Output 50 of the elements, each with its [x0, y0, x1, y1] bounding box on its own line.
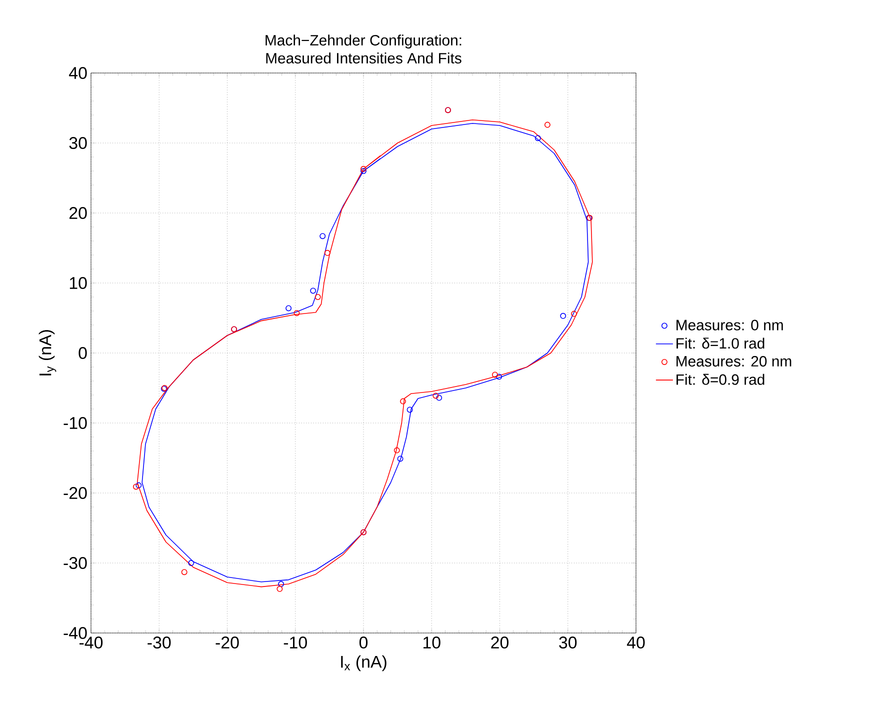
point	[278, 581, 284, 587]
y-tick-label: -40	[64, 627, 87, 640]
legend-label: Fit: δ=1.0 rad	[676, 338, 764, 349]
point	[496, 374, 502, 380]
point	[544, 122, 550, 128]
x-tick-label: 10	[423, 636, 440, 649]
x-tick-label: -40	[80, 636, 103, 649]
point	[394, 447, 400, 454]
x-tick-label: 30	[559, 636, 577, 649]
y-tick-label: -20	[64, 487, 87, 500]
y-tick-label: -10	[64, 417, 87, 430]
point	[406, 406, 413, 413]
point	[571, 310, 577, 317]
x-tick-label: 40	[626, 636, 645, 649]
point	[188, 560, 194, 566]
x-tick-label: -30	[148, 636, 171, 649]
legend-label: Measures: 0 nm	[676, 320, 783, 330]
y-tick-label: -30	[64, 557, 87, 570]
point	[294, 310, 300, 316]
point	[400, 398, 406, 404]
chart-subtitle: Measured Intensities And Fits	[266, 52, 462, 64]
x-tick-label: -10	[284, 636, 307, 649]
point	[432, 392, 439, 399]
point	[397, 456, 404, 462]
y-tick-label: 30	[69, 137, 87, 150]
point	[276, 586, 283, 592]
point	[136, 482, 142, 488]
x-tick-label: -20	[216, 636, 239, 649]
x-tick-label: 20	[491, 636, 509, 649]
y-tick-label: 40	[69, 67, 87, 80]
point	[320, 233, 326, 240]
point	[314, 294, 321, 300]
y-axis-title: I$_{y}$ (nA)	[38, 330, 56, 376]
x-axis-title: I$_{x}$ (nA)	[341, 655, 386, 672]
point	[436, 394, 442, 401]
point	[560, 312, 566, 319]
x-tick-label: 0	[359, 636, 368, 649]
point	[324, 250, 330, 256]
legend-label: Measures: 20 nm	[676, 356, 792, 367]
point	[132, 484, 139, 490]
y-tick-label: 0	[78, 347, 87, 360]
chart-title: Mach−Zehnder Configuration:	[266, 34, 462, 49]
y-tick-label: 20	[69, 207, 87, 220]
point	[310, 288, 316, 294]
point	[181, 569, 188, 576]
point	[286, 305, 292, 312]
point	[492, 372, 498, 378]
legend-label: Fit: δ=0.9 rad	[676, 374, 764, 385]
point	[534, 135, 541, 142]
y-tick-label: 10	[70, 277, 87, 290]
